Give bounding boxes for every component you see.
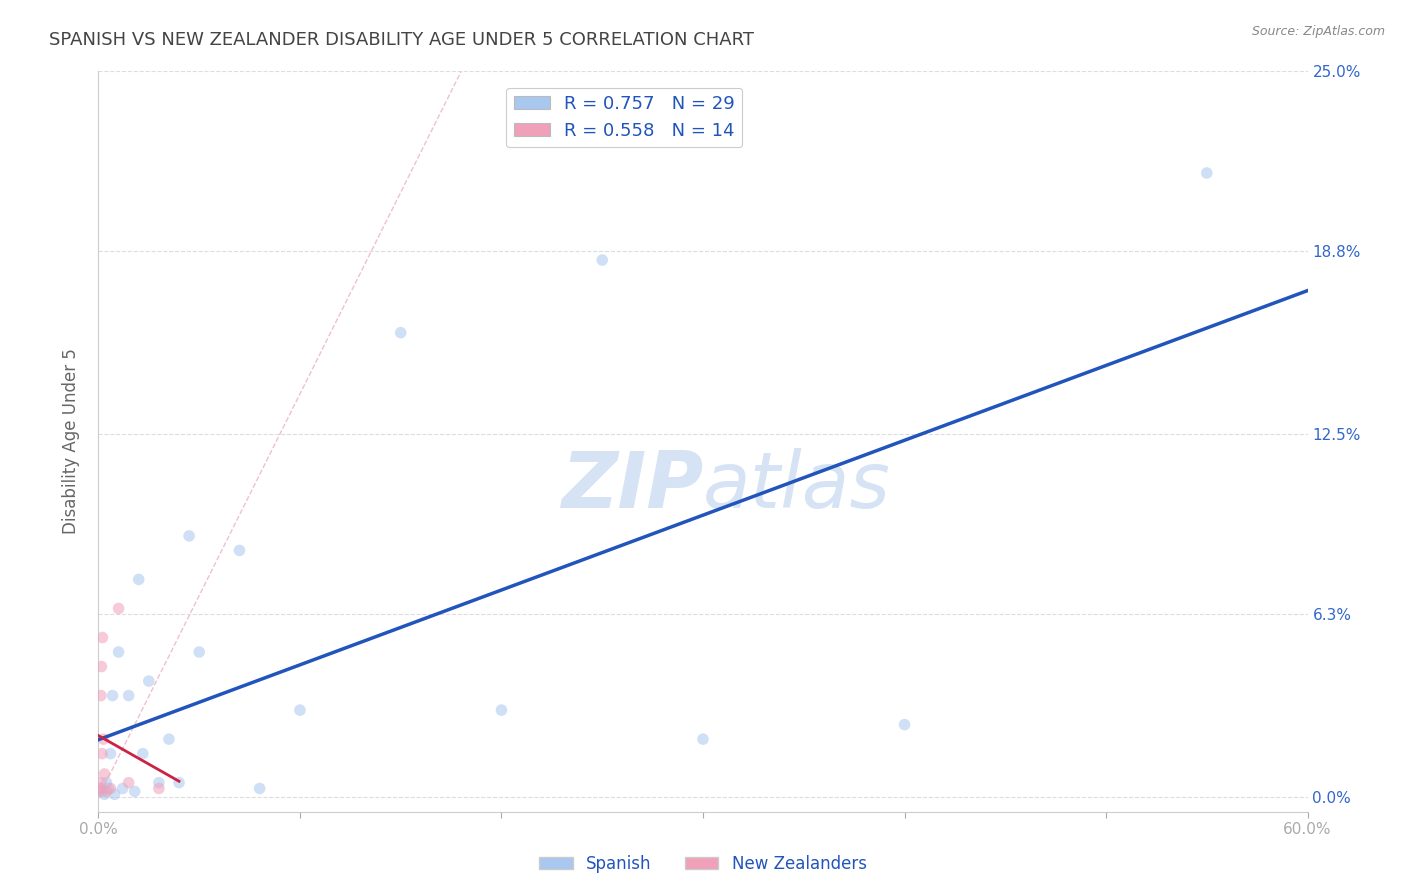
Point [111, 781, 134, 796]
Point [100, 747, 122, 761]
Point [90, 689, 112, 703]
Text: ZIP: ZIP [561, 448, 703, 524]
Point [692, 732, 714, 747]
Point [128, 573, 150, 587]
Text: atlas: atlas [703, 448, 891, 524]
Point [1195, 166, 1218, 180]
Point [103, 787, 125, 801]
Point [89, 781, 111, 796]
Point [249, 781, 271, 796]
Point [138, 674, 160, 689]
Point [96, 784, 118, 798]
Point [132, 747, 155, 761]
Text: SPANISH VS NEW ZEALANDER DISABILITY AGE UNDER 5 CORRELATION CHART: SPANISH VS NEW ZEALANDER DISABILITY AGE … [49, 31, 754, 49]
Point [91, 631, 114, 645]
Y-axis label: Disability Age Under 5: Disability Age Under 5 [62, 349, 80, 534]
Point [124, 784, 146, 798]
Point [93, 787, 115, 801]
Point [389, 326, 412, 340]
Point [107, 645, 129, 659]
Point [893, 717, 915, 731]
Legend: R = 0.757   N = 29, R = 0.558   N = 14: R = 0.757 N = 29, R = 0.558 N = 14 [506, 87, 742, 147]
Point [91, 784, 114, 798]
Point [157, 732, 180, 747]
Point [93, 732, 115, 747]
Point [107, 601, 129, 615]
Point [101, 689, 124, 703]
Legend: Spanish, New Zealanders: Spanish, New Zealanders [533, 848, 873, 880]
Point [188, 645, 211, 659]
Point [118, 775, 141, 789]
Text: Source: ZipAtlas.com: Source: ZipAtlas.com [1251, 25, 1385, 38]
Point [97, 781, 120, 796]
Point [93, 767, 115, 781]
Point [148, 781, 170, 796]
Point [100, 781, 122, 796]
Point [179, 529, 201, 543]
Point [91, 747, 114, 761]
Point [118, 689, 141, 703]
Point [148, 775, 170, 789]
Point [167, 775, 190, 789]
Point [491, 703, 513, 717]
Point [89, 781, 111, 796]
Point [89, 775, 111, 789]
Point [591, 253, 613, 268]
Point [89, 784, 111, 798]
Point [228, 543, 250, 558]
Point [90, 659, 112, 673]
Point [96, 775, 118, 789]
Point [288, 703, 311, 717]
